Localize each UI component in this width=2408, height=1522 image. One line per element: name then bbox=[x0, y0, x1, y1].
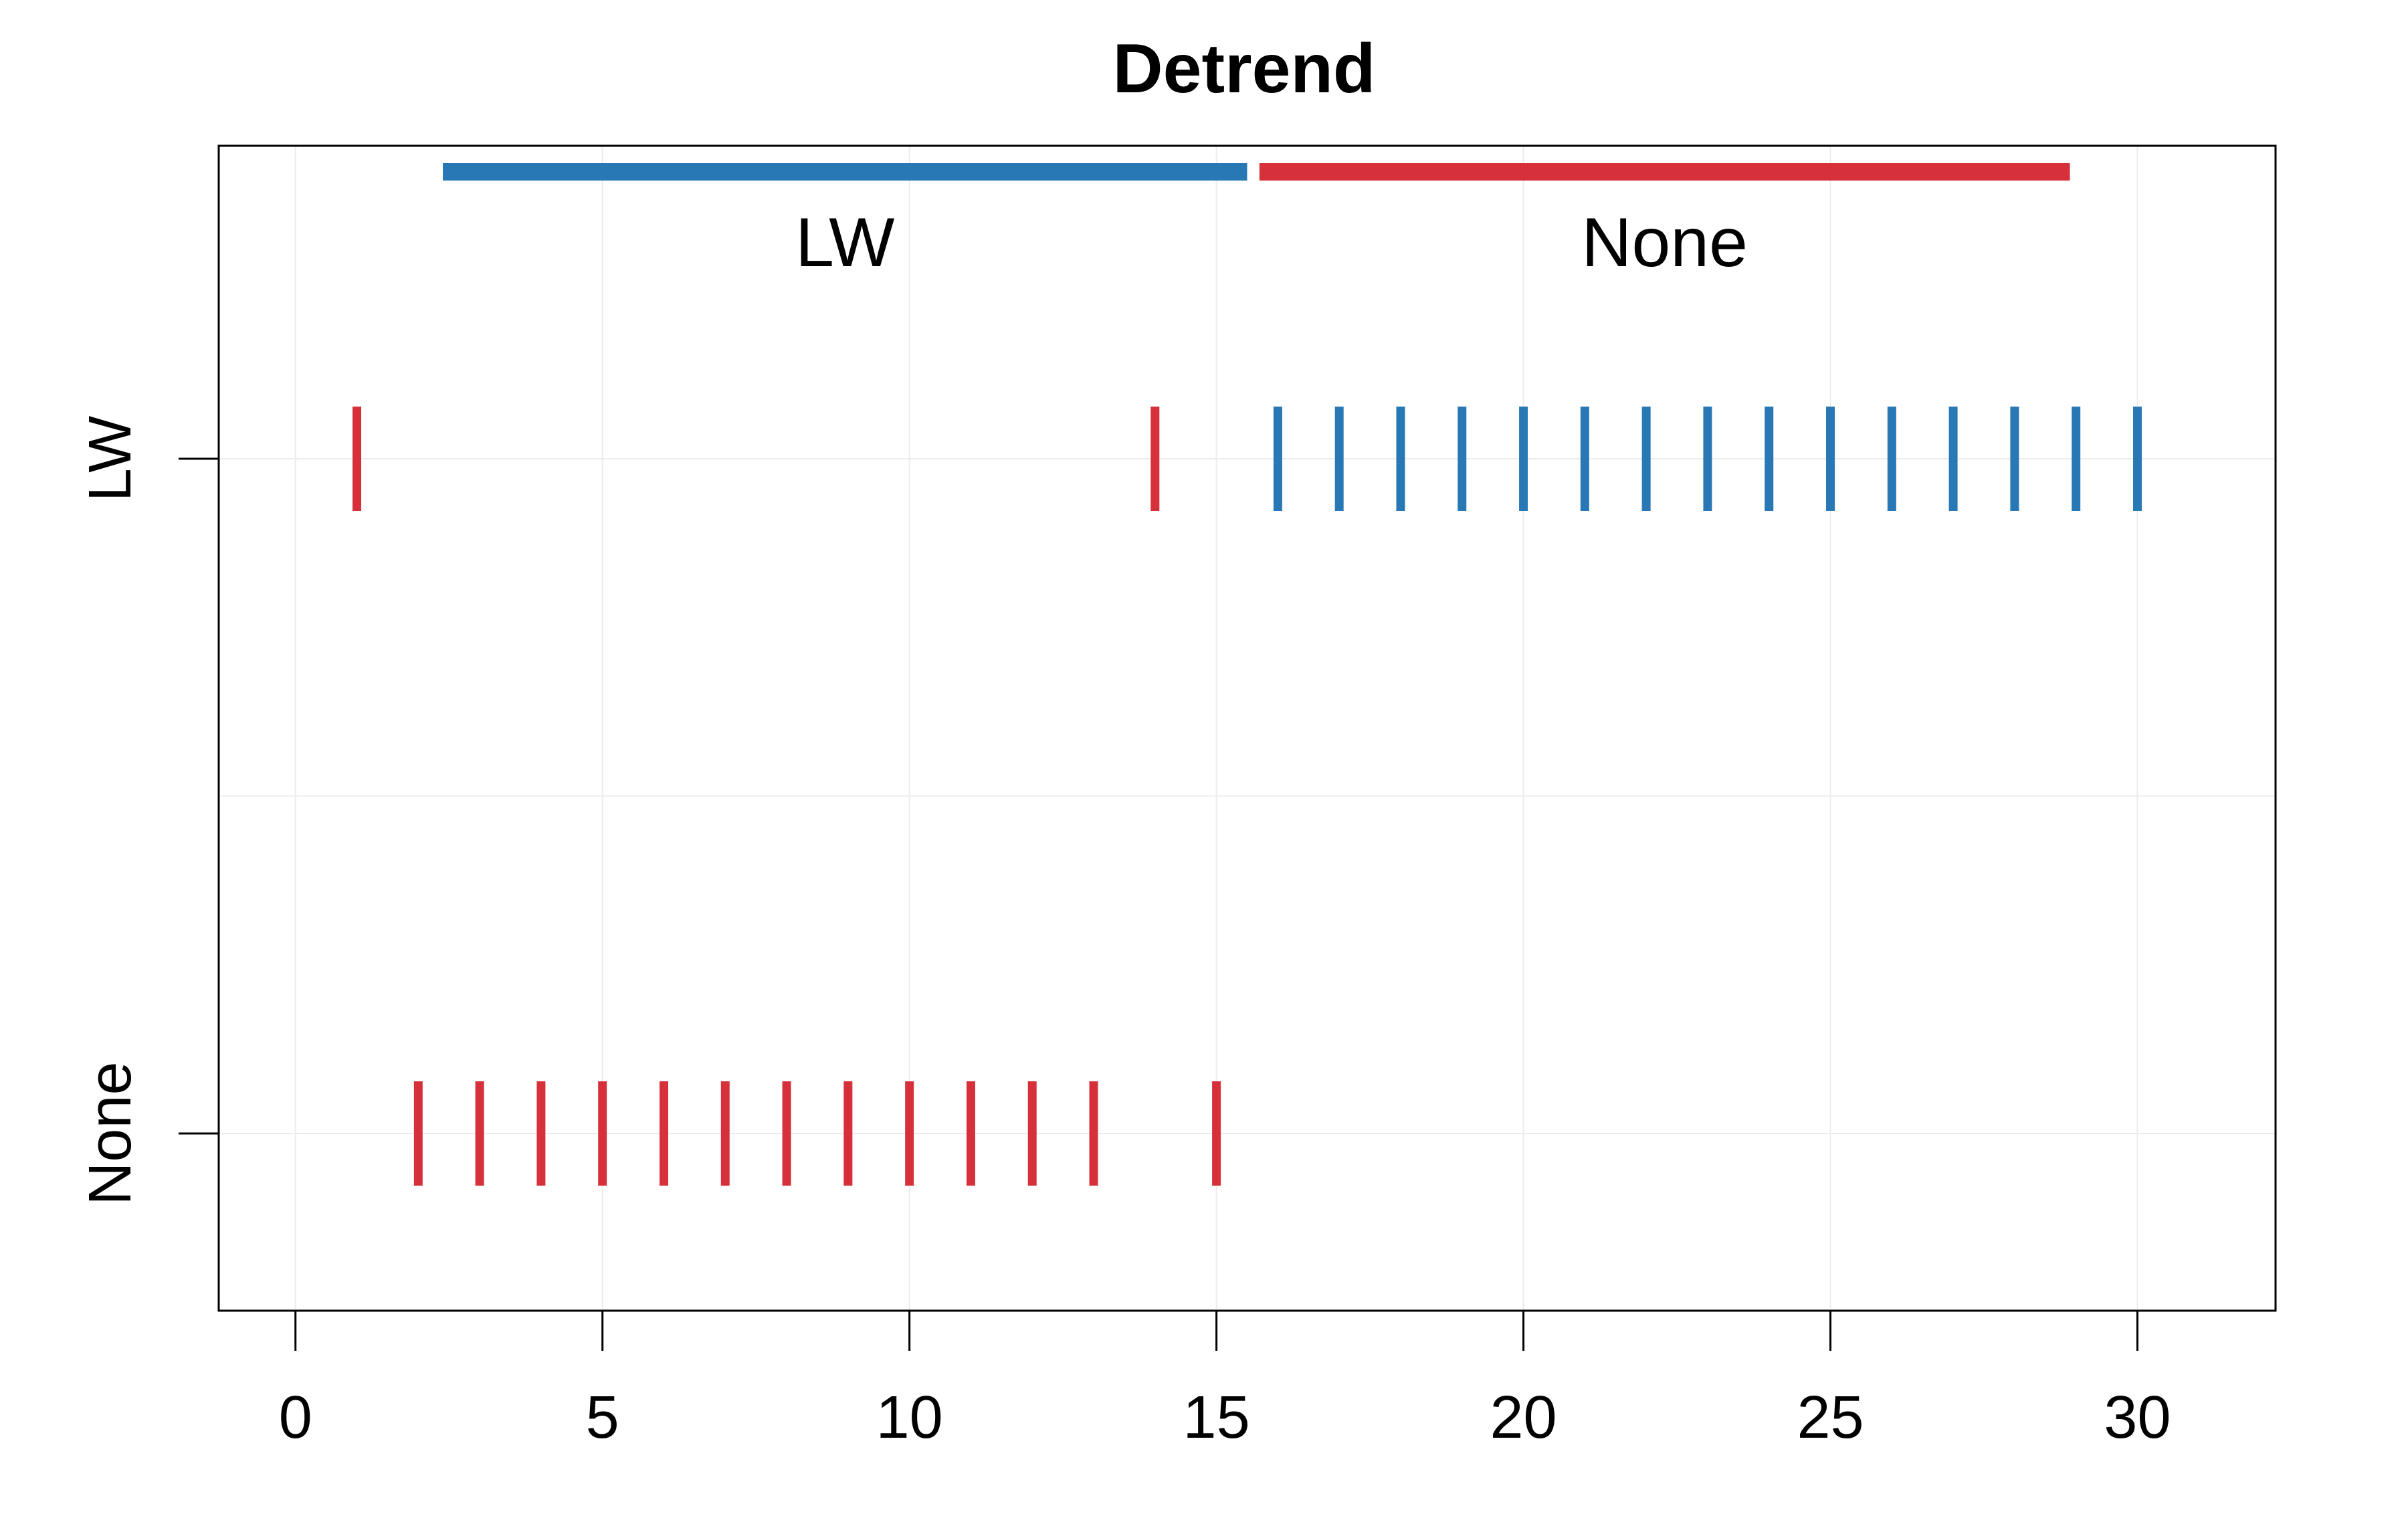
segment-bar-lw bbox=[443, 163, 1247, 181]
segment-bars: LW None bbox=[443, 163, 2070, 282]
x-tick-label-5: 5 bbox=[586, 1384, 619, 1451]
x-tick-label-25: 25 bbox=[1797, 1384, 1864, 1451]
x-tick-label-10: 10 bbox=[876, 1384, 943, 1451]
segment-label-lw: LW bbox=[795, 204, 894, 282]
x-tick-label-30: 30 bbox=[2104, 1384, 2171, 1451]
y-tick-label-none: None bbox=[77, 1061, 144, 1205]
plot-frame bbox=[217, 144, 2277, 1312]
segment-bar-none bbox=[1259, 163, 2070, 181]
event-marks bbox=[353, 407, 2142, 1186]
x-tick-label-15: 15 bbox=[1183, 1384, 1250, 1451]
segment-label-none: None bbox=[1581, 204, 1748, 282]
x-tick-label-20: 20 bbox=[1490, 1384, 1557, 1451]
y-tick-label-lw: LW bbox=[77, 416, 144, 502]
chart-title: Detrend bbox=[1113, 30, 1376, 108]
grid-lines bbox=[219, 146, 2276, 1311]
axes: 0 5 10 15 20 25 30 LW None bbox=[77, 144, 2277, 1451]
x-tick-label-0: 0 bbox=[279, 1384, 312, 1451]
